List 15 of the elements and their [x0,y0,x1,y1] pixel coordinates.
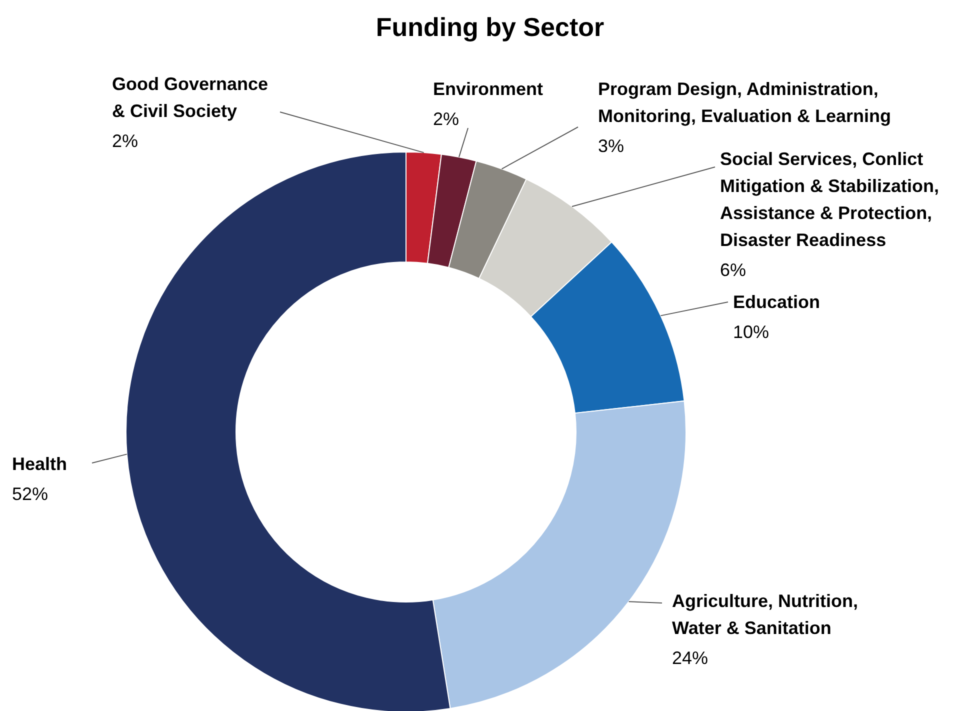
data-label: 6% [720,260,746,280]
data-label: 10% [733,322,770,342]
data-label: 2% [433,109,460,129]
slice-label: Environment [433,79,544,99]
slice-label: Health [12,454,68,474]
chart-title: Funding by Sector [376,12,604,42]
slice-label: Agriculture, Nutrition, Water & Sanitation [672,591,858,638]
data-label: 52% [12,484,48,504]
slice-label: Program Design, Administration, Monitoring, Evaluation & Learning [598,79,892,126]
slice-label: Social Services, Conlict Mitigation & Stabilization, Assistance & Protection, Disaster Readiness [720,149,939,250]
slice-label: Education [733,292,820,312]
data-label: 2% [112,131,138,151]
slice-label: Good Governance & Civil Society [112,74,268,121]
data-label: 3% [598,136,624,156]
data-label: 24% [672,648,708,668]
